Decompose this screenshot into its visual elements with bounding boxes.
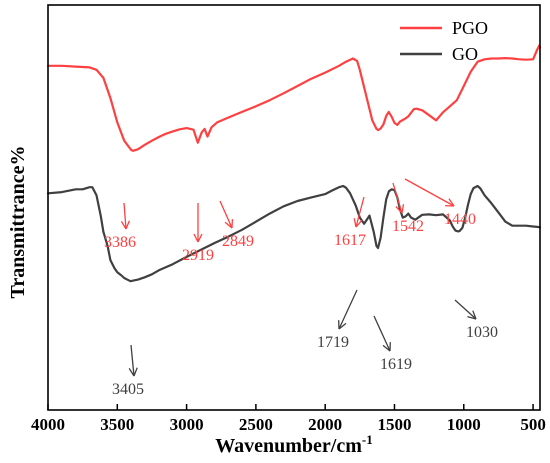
- x-tick-label: 3500: [100, 415, 134, 434]
- x-tick-label: 1500: [377, 415, 411, 434]
- x-axis-title: Wavenumber/cm-1: [215, 432, 373, 457]
- series-line-pgo: [46, 44, 542, 152]
- annotation-arrowhead: [467, 310, 477, 320]
- annotation-label-1030: 1030: [466, 324, 498, 341]
- annotation-label-2919: 2919: [182, 247, 214, 264]
- annotation-arrow: [392, 182, 403, 214]
- annotation-arrow: [338, 289, 358, 330]
- x-tick-label: 500: [520, 415, 546, 434]
- annotation-arrow: [454, 299, 477, 320]
- legend: PGO GO: [400, 18, 488, 64]
- series-line-go: [46, 184, 542, 283]
- annotation-arrowhead: [353, 218, 363, 228]
- x-tick-label: 4000: [31, 415, 65, 434]
- annotation-arrowhead: [338, 320, 347, 330]
- annotation-label-3386: 3386: [104, 234, 136, 251]
- annotation-3405: 3405: [112, 344, 144, 398]
- annotation-arrowhead: [128, 367, 138, 377]
- series-layer: [46, 44, 542, 283]
- annotation-2849: 2849: [219, 200, 254, 250]
- annotation-label-2849: 2849: [222, 233, 254, 250]
- annotation-layer: 3386 2919 2849 1617 1542 1440 1719 1619 1030 3405: [104, 178, 498, 398]
- legend-label-go: GO: [452, 44, 478, 64]
- x-tick-label: 2500: [239, 415, 273, 434]
- annotation-3386: 3386: [104, 202, 136, 251]
- annotation-label-1440: 1440: [444, 211, 476, 228]
- annotation-arrowhead: [395, 204, 405, 214]
- annotation-label-1617: 1617: [334, 232, 366, 249]
- x-tick-label: 3000: [170, 415, 204, 434]
- x-tick-label: 2000: [308, 415, 342, 434]
- annotation-1542: 1542: [392, 182, 424, 235]
- annotation-label-1619: 1619: [380, 356, 412, 373]
- annotation-arrowhead: [445, 198, 455, 207]
- annotation-arrowhead: [382, 342, 391, 352]
- annotation-arrowhead: [120, 220, 131, 230]
- x-axis-ticks: 4000 3500 3000 2500 2000 1500 1000 500: [31, 404, 546, 434]
- annotation-1030: 1030: [454, 299, 498, 341]
- annotation-1719: 1719: [317, 289, 358, 351]
- annotation-arrow: [373, 315, 391, 352]
- y-axis-title: Transmittrance%: [7, 146, 29, 299]
- plot-frame: [47, 4, 541, 411]
- annotation-arrowhead: [193, 233, 203, 243]
- x-tick-label: 1000: [447, 415, 481, 434]
- annotation-label-3405: 3405: [112, 381, 144, 398]
- annotation-2919: 2919: [182, 203, 214, 264]
- annotation-1619: 1619: [373, 315, 412, 373]
- annotation-arrow: [130, 344, 135, 377]
- annotation-arrow: [404, 178, 455, 207]
- x-axis-title-text: Wavenumber/cm: [215, 435, 362, 457]
- annotation-label-1719: 1719: [317, 334, 349, 351]
- annotation-arrow: [219, 200, 233, 229]
- legend-label-pgo: PGO: [452, 18, 488, 38]
- annotation-1617: 1617: [334, 196, 366, 249]
- annotation-label-1542: 1542: [392, 218, 424, 235]
- x-axis-title-sup: -1: [362, 432, 373, 447]
- annotation-1440: 1440: [404, 178, 476, 228]
- annotation-arrowhead: [224, 219, 234, 229]
- annotation-arrow: [123, 202, 127, 230]
- annotation-arrow: [355, 196, 365, 228]
